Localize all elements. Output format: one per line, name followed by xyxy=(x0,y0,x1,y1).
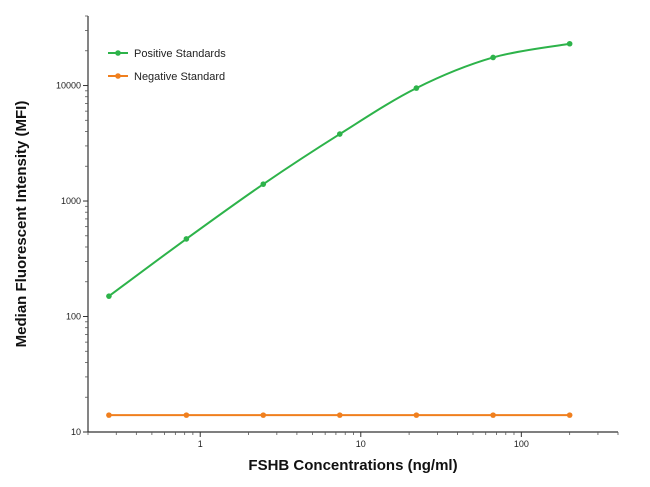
y-ticks: 10 100 1000 10000 xyxy=(56,15,88,437)
x-tick-label: 10 xyxy=(356,439,366,449)
data-point xyxy=(490,54,496,61)
series-layer xyxy=(106,40,573,418)
legend-marker-negative xyxy=(115,73,121,79)
legend-item-positive: Positive Standards xyxy=(108,48,226,60)
data-point xyxy=(183,236,190,242)
data-point xyxy=(566,412,573,418)
data-point xyxy=(566,40,573,47)
y-axis-title: Median Fluorescent Intensity (MFI) xyxy=(13,101,30,348)
data-point xyxy=(490,412,496,418)
x-tick-label: 1 xyxy=(198,439,203,449)
data-point xyxy=(260,412,267,418)
data-point xyxy=(260,181,267,187)
y-tick-label: 1000 xyxy=(61,196,81,206)
y-tick-label: 10 xyxy=(71,427,81,437)
data-point xyxy=(413,85,420,91)
legend-label-positive: Positive Standards xyxy=(134,48,226,60)
data-point xyxy=(336,131,343,137)
data-point xyxy=(336,412,343,418)
x-axis-title: FSHB Concentrations (ng/ml) xyxy=(248,457,457,474)
data-point xyxy=(413,412,420,418)
y-tick-label: 100 xyxy=(66,312,81,322)
x-ticks: 1 10 100 xyxy=(87,432,619,449)
data-point xyxy=(183,412,190,418)
legend: Positive Standards Negative Standard xyxy=(108,48,226,83)
legend-item-negative: Negative Standard xyxy=(108,71,225,83)
x-tick-label: 100 xyxy=(514,439,529,449)
y-tick-label: 10000 xyxy=(56,81,81,91)
data-point xyxy=(106,412,112,418)
legend-label-negative: Negative Standard xyxy=(134,71,225,83)
data-point xyxy=(106,293,112,299)
legend-marker-positive xyxy=(115,50,121,56)
